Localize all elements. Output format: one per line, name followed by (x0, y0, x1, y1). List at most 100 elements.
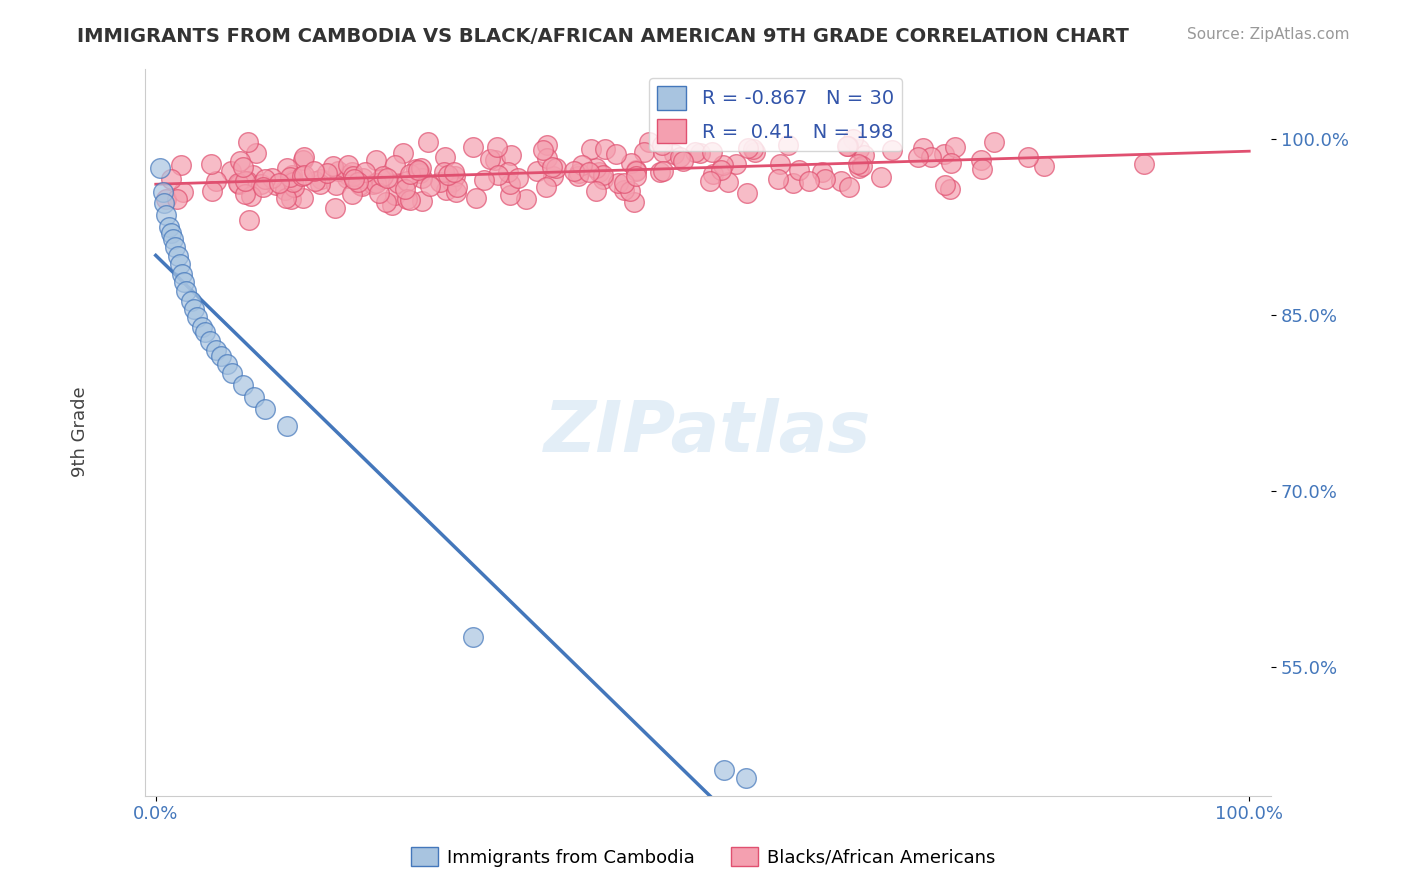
Point (336, 170, 359, 185)
Point (157, 219, 180, 234)
Point (326, 163, 349, 178)
Point (633, 145, 655, 160)
Point (304, 163, 326, 178)
Point (291, 153, 314, 168)
Point (433, 165, 456, 179)
Point (853, 147, 876, 161)
Point (152, 185, 174, 199)
Point (506, 170, 529, 185)
Point (406, 162, 429, 177)
Point (254, 401, 277, 416)
Point (536, 137, 558, 152)
Point (534, 179, 557, 194)
Point (585, 185, 607, 199)
Point (292, 169, 315, 183)
Point (624, 163, 647, 178)
Point (562, 164, 585, 178)
Text: Source: ZipAtlas.com: Source: ZipAtlas.com (1187, 27, 1350, 42)
Point (531, 143, 554, 157)
Point (165, 240, 187, 254)
Text: IMMIGRANTS FROM CAMBODIA VS BLACK/AFRICAN AMERICAN 9TH GRADE CORRELATION CHART: IMMIGRANTS FROM CAMBODIA VS BLACK/AFRICA… (77, 27, 1129, 45)
Point (173, 275, 195, 289)
Point (232, 160, 254, 174)
Point (744, 145, 766, 159)
Point (176, 285, 198, 299)
Point (291, 169, 314, 184)
Point (837, 138, 859, 153)
Point (851, 159, 873, 173)
Point (983, 135, 1005, 149)
Point (250, 177, 273, 191)
Point (336, 158, 359, 172)
Point (170, 158, 193, 172)
Point (281, 168, 304, 182)
Point (233, 186, 256, 201)
Point (648, 164, 671, 178)
Point (662, 147, 685, 161)
Point (842, 132, 865, 146)
Point (811, 165, 834, 179)
Point (578, 165, 600, 179)
Point (1017, 150, 1039, 164)
Point (713, 763, 735, 777)
Point (932, 147, 955, 161)
Point (396, 174, 419, 188)
Point (541, 169, 564, 183)
Point (283, 172, 305, 186)
Point (440, 175, 463, 189)
Point (340, 165, 363, 179)
Point (204, 174, 226, 188)
Point (541, 161, 564, 175)
Point (280, 192, 302, 206)
Point (619, 184, 641, 198)
Point (229, 153, 252, 168)
Point (411, 170, 433, 185)
Point (172, 186, 194, 200)
Point (160, 226, 183, 240)
Point (970, 162, 993, 177)
Point (838, 180, 860, 194)
Point (669, 150, 692, 164)
Point (725, 157, 748, 171)
Point (166, 249, 188, 263)
Point (920, 150, 942, 164)
Point (710, 163, 733, 178)
Point (433, 150, 456, 164)
Point (689, 145, 711, 160)
Point (283, 175, 305, 189)
Point (236, 135, 259, 149)
Point (672, 153, 695, 168)
Point (186, 310, 208, 325)
Point (233, 174, 256, 188)
Point (153, 196, 176, 211)
Point (155, 192, 177, 206)
Point (1033, 160, 1056, 174)
Point (613, 176, 636, 190)
Point (799, 174, 821, 188)
Point (205, 343, 228, 357)
Point (419, 179, 441, 194)
Point (242, 168, 264, 182)
Point (373, 169, 395, 183)
Point (592, 171, 614, 186)
Point (309, 178, 332, 192)
Point (605, 147, 627, 161)
Point (546, 161, 568, 175)
Point (496, 165, 519, 179)
Point (276, 191, 298, 205)
Point (443, 169, 465, 183)
Point (342, 169, 364, 184)
Point (486, 168, 509, 182)
Legend: Immigrants from Cambodia, Blacks/African Americans: Immigrants from Cambodia, Blacks/African… (404, 840, 1002, 874)
Point (436, 168, 458, 182)
Point (499, 177, 522, 191)
Point (870, 169, 893, 184)
Point (353, 165, 375, 179)
Point (652, 145, 675, 160)
Point (485, 140, 508, 154)
Point (970, 153, 993, 167)
Point (624, 164, 647, 178)
Point (238, 212, 260, 227)
Point (294, 150, 316, 164)
Point (228, 176, 250, 190)
